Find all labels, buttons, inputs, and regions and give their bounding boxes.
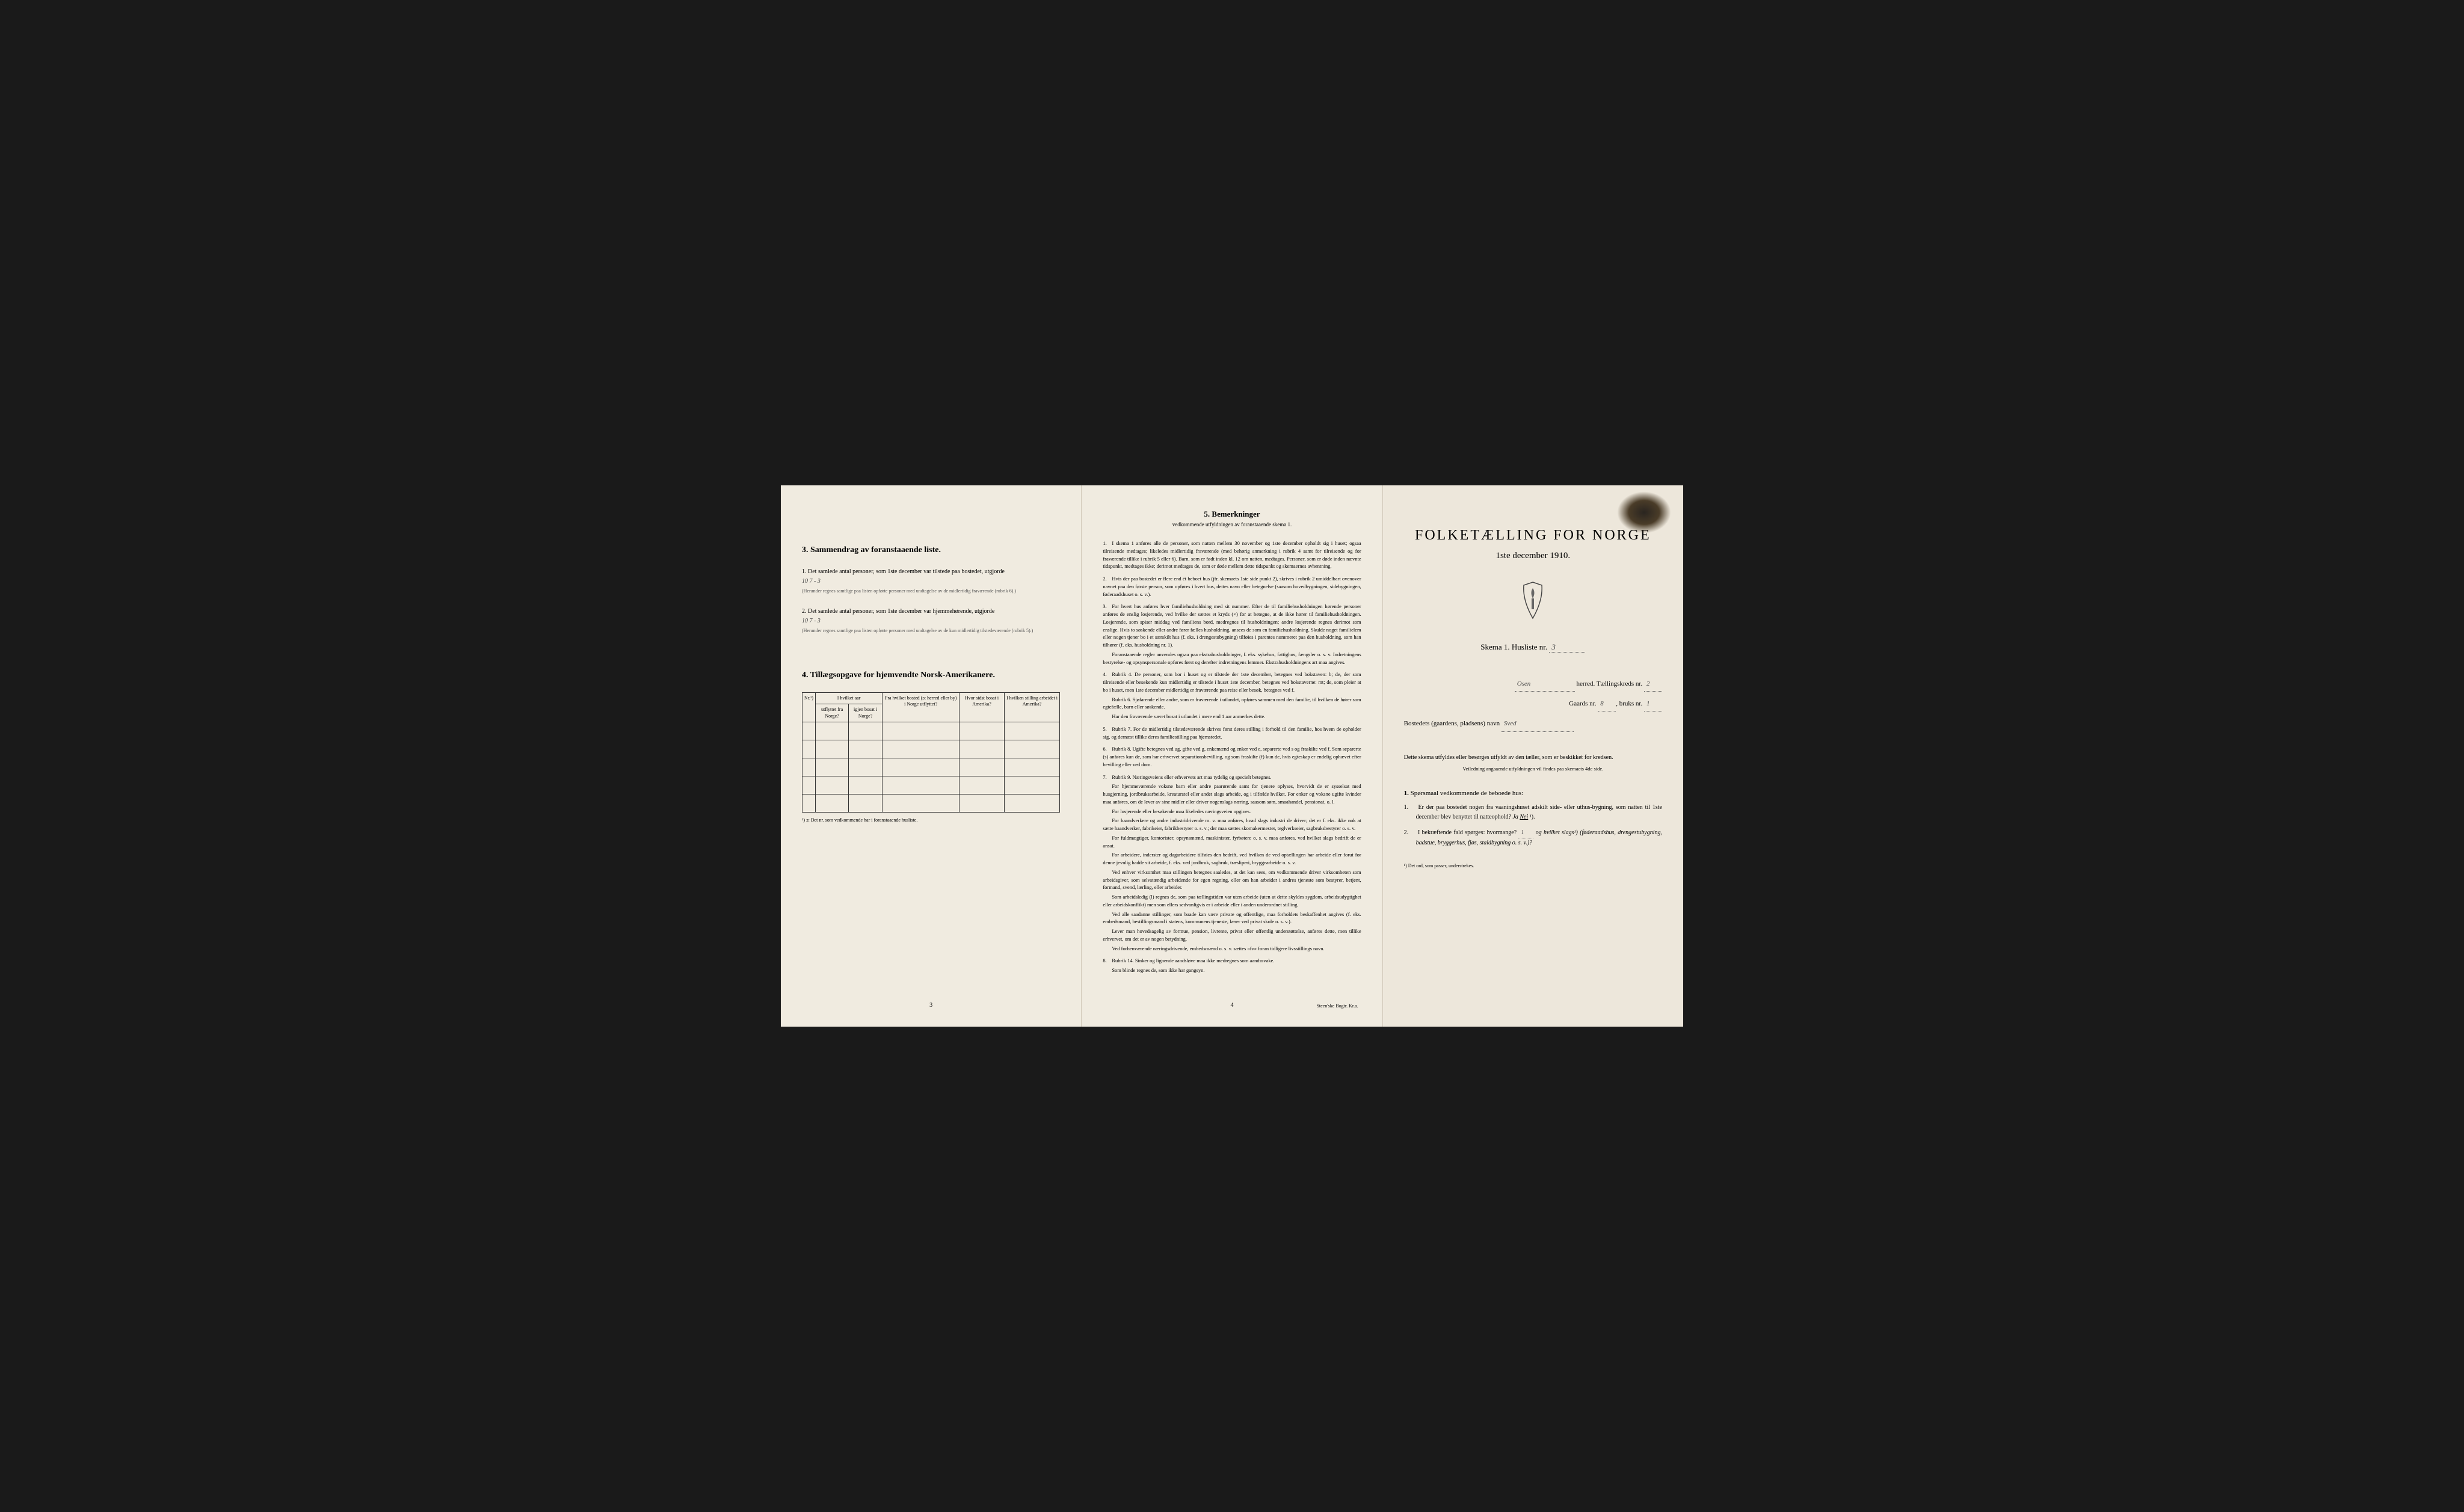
questions-section: 1. Spørsmaal vedkommende de beboede hus:… [1404,790,1662,848]
item1-note: (Herunder regnes samtlige paa listen opf… [802,588,1016,594]
skema-value: 3 [1549,642,1585,653]
page-number-3: 3 [929,1002,932,1009]
q1-text: Er der paa bostedet nogen fra vaaningshu… [1416,804,1662,820]
paper-damage [1617,491,1671,533]
q1-num: 1. [1404,803,1416,813]
bosted-label: Bostedets (gaardens, pladsens) navn [1404,720,1500,727]
page-left: 3. Sammendrag av foranstaaende liste. 1.… [781,485,1082,1027]
remark-item: 6.Rubrik 8. Ugifte betegnes ved ug, gift… [1103,745,1361,768]
remark-item: 3.For hvert hus anføres hver familiehush… [1103,603,1361,666]
col-nr: Nr.¹) [802,693,816,722]
bosted-line: Bostedets (gaardens, pladsens) navn Sved [1404,716,1662,731]
remark-item: 2.Hvis der paa bostedet er flere end ét … [1103,575,1361,598]
sec1-num: 1. [1404,790,1409,797]
section4-num: 4. [802,671,808,680]
gaard-line: Gaards nr. 8, bruks nr. 1 [1404,696,1662,711]
remarks-num: 5. [1204,509,1210,518]
item1-value: 10 7 - 3 [802,578,821,585]
table-row [802,722,1060,740]
remark-item: 8.Rubrik 14. Sinker og lignende aandsløv… [1103,957,1361,974]
remarks-title: Bemerkninger [1212,509,1260,518]
gaard-label: Gaards nr. [1569,700,1596,707]
kreds-label: Tællingskreds nr. [1597,680,1642,687]
instruction-main: Dette skema utfyldes eller besørges utfy… [1404,753,1662,762]
cover-footnote: ¹) Det ord, som passer, understrekes. [1404,863,1662,868]
sec1-heading: Spørsmaal vedkommende de beboede hus: [1411,790,1524,797]
herred-label: herred. [1576,680,1595,687]
norway-crest-icon [1404,579,1662,624]
summary-item-1: 1. Det samlede antal personer, som 1ste … [802,567,1060,596]
section4-heading: 4. Tillægsopgave for hjemvendte Norsk-Am… [802,671,1060,680]
table-row [802,794,1060,813]
bruk-value: 1 [1644,696,1662,711]
instruction-sub: Veiledning angaaende utfyldningen vil fi… [1404,766,1662,772]
remarks-list: 1.I skema 1 anføres alle de personer, so… [1103,539,1361,974]
emigrant-table: Nr.¹) I hvilket aar Fra hvilket bosted (… [802,692,1060,813]
col-where: Hvor sidst bosat i Amerika? [959,693,1005,722]
page-middle: 5. Bemerkninger vedkommende utfyldningen… [1082,485,1382,1027]
herred-value: Osen [1515,677,1575,692]
section4-title: Tillægsopgave for hjemvendte Norsk-Ameri… [810,671,995,680]
remark-item: 1.I skema 1 anføres alle de personer, so… [1103,539,1361,570]
page-number-4: 4 [1230,1002,1233,1009]
question-2: 2. I bekræftende fald spørges: hvormange… [1404,828,1662,848]
table-row [802,776,1060,794]
form-fields: Osen herred. Tællingskreds nr. 2 Gaards … [1404,677,1662,732]
table-body [802,722,1060,813]
table-footnote: ¹) ɔ: Det nr. som vedkommende har i fora… [802,817,1060,823]
item2-note: (Herunder regnes samtlige paa listen opf… [802,628,1033,633]
item2-value: 10 7 - 3 [802,618,821,624]
col-from: Fra hvilket bosted (ɔ: herred eller by) … [882,693,959,722]
kreds-value: 2 [1644,677,1662,692]
page-cover: FOLKETÆLLING FOR NORGE 1ste december 191… [1383,485,1683,1027]
summary-item-2: 2. Det samlede antal personer, som 1ste … [802,607,1060,636]
col-returned: igjen bosat i Norge? [849,704,882,722]
remark-item: 5.Rubrik 7. For de midlertidig tilstedev… [1103,725,1361,741]
table-row [802,758,1060,776]
item2-text: Det samlede antal personer, som 1ste dec… [808,608,994,615]
q1-ja: Ja [1512,814,1518,820]
item1-text: Det samlede antal personer, som 1ste dec… [808,568,1005,575]
remark-item: 7.Rubrik 9. Næringsveiens eller erhverve… [1103,773,1361,953]
census-title: FOLKETÆLLING FOR NORGE [1404,527,1662,544]
q1-nei: Nei [1520,814,1528,820]
skema-label: Skema 1. Husliste nr. [1480,642,1547,651]
bruk-label: bruks nr. [1619,700,1643,707]
col-year-top: I hvilket aar [816,693,882,704]
section3-heading: 3. Sammendrag av foranstaaende liste. [802,545,1060,555]
bosted-value: Sved [1502,716,1574,731]
census-date: 1ste december 1910. [1404,551,1662,561]
item1-num: 1. [802,568,807,575]
q2-value: 1 [1518,828,1533,838]
section3-num: 3. [802,545,808,555]
col-emigrated: utflyttet fra Norge? [816,704,849,722]
printer-credit: Steen'ske Bogtr. Kr.a. [1316,1003,1358,1009]
q1-sup: ¹). [1530,814,1535,820]
question-1: 1. Er der paa bostedet nogen fra vaaning… [1404,803,1662,822]
q2-text: I bekræftende fald spørges: hvormange? [1418,829,1517,836]
herred-line: Osen herred. Tællingskreds nr. 2 [1404,677,1662,692]
col-position: I hvilken stilling arbeidet i Amerika? [1004,693,1060,722]
item2-num: 2. [802,608,807,615]
remark-item: 4.Rubrik 4. De personer, som bor i huset… [1103,671,1361,721]
skema-line: Skema 1. Husliste nr. 3 [1404,642,1662,653]
remarks-heading: 5. Bemerkninger [1103,509,1361,519]
remarks-sub: vedkommende utfyldningen av foranstaaend… [1103,521,1361,527]
table-row [802,740,1060,758]
section4: 4. Tillægsopgave for hjemvendte Norsk-Am… [802,671,1060,823]
gaard-value: 8 [1598,696,1616,711]
q2-num: 2. [1404,828,1416,838]
questions-heading: 1. Spørsmaal vedkommende de beboede hus: [1404,790,1662,797]
section3-title: Sammendrag av foranstaaende liste. [810,545,941,555]
